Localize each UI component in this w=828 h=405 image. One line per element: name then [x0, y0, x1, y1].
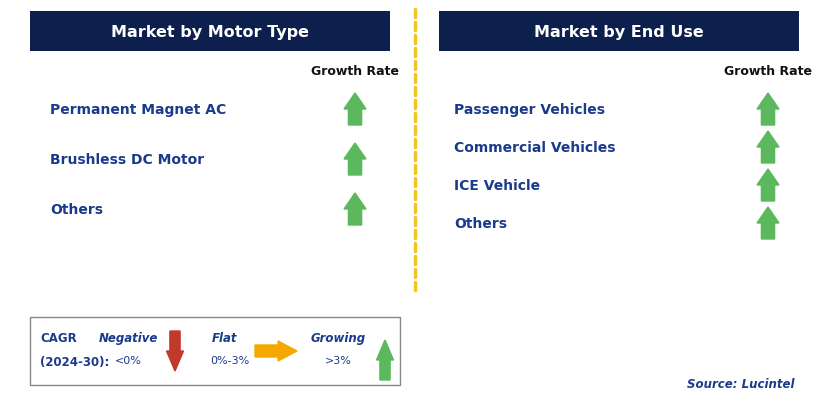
Text: Permanent Magnet AC: Permanent Magnet AC	[50, 103, 226, 117]
Text: Market by End Use: Market by End Use	[533, 24, 703, 39]
Polygon shape	[756, 94, 778, 126]
Polygon shape	[756, 132, 778, 164]
Text: 0%-3%: 0%-3%	[210, 355, 249, 365]
Polygon shape	[344, 144, 365, 175]
Text: Growing: Growing	[310, 331, 365, 344]
Text: <0%: <0%	[114, 355, 142, 365]
FancyBboxPatch shape	[30, 12, 389, 52]
Text: (2024-30):: (2024-30):	[40, 355, 109, 368]
Polygon shape	[255, 341, 296, 361]
Text: Passenger Vehicles: Passenger Vehicles	[454, 103, 604, 117]
Polygon shape	[344, 194, 365, 226]
Polygon shape	[756, 170, 778, 202]
Text: Brushless DC Motor: Brushless DC Motor	[50, 153, 204, 166]
Polygon shape	[756, 207, 778, 239]
Text: Flat: Flat	[212, 331, 238, 344]
FancyBboxPatch shape	[30, 317, 400, 385]
Text: ICE Vehicle: ICE Vehicle	[454, 179, 540, 192]
Text: Commercial Vehicles: Commercial Vehicles	[454, 141, 614, 155]
Text: Growth Rate: Growth Rate	[310, 65, 398, 78]
Text: >3%: >3%	[325, 355, 351, 365]
Text: Source: Lucintel: Source: Lucintel	[686, 377, 794, 390]
Polygon shape	[376, 340, 393, 380]
Text: CAGR: CAGR	[40, 331, 77, 344]
FancyBboxPatch shape	[439, 12, 798, 52]
Text: Others: Others	[454, 216, 507, 230]
Text: Market by Motor Type: Market by Motor Type	[111, 24, 309, 39]
Text: Others: Others	[50, 202, 103, 216]
Text: Growth Rate: Growth Rate	[723, 65, 811, 78]
Polygon shape	[344, 94, 365, 126]
Text: Negative: Negative	[99, 331, 157, 344]
Polygon shape	[166, 331, 183, 371]
